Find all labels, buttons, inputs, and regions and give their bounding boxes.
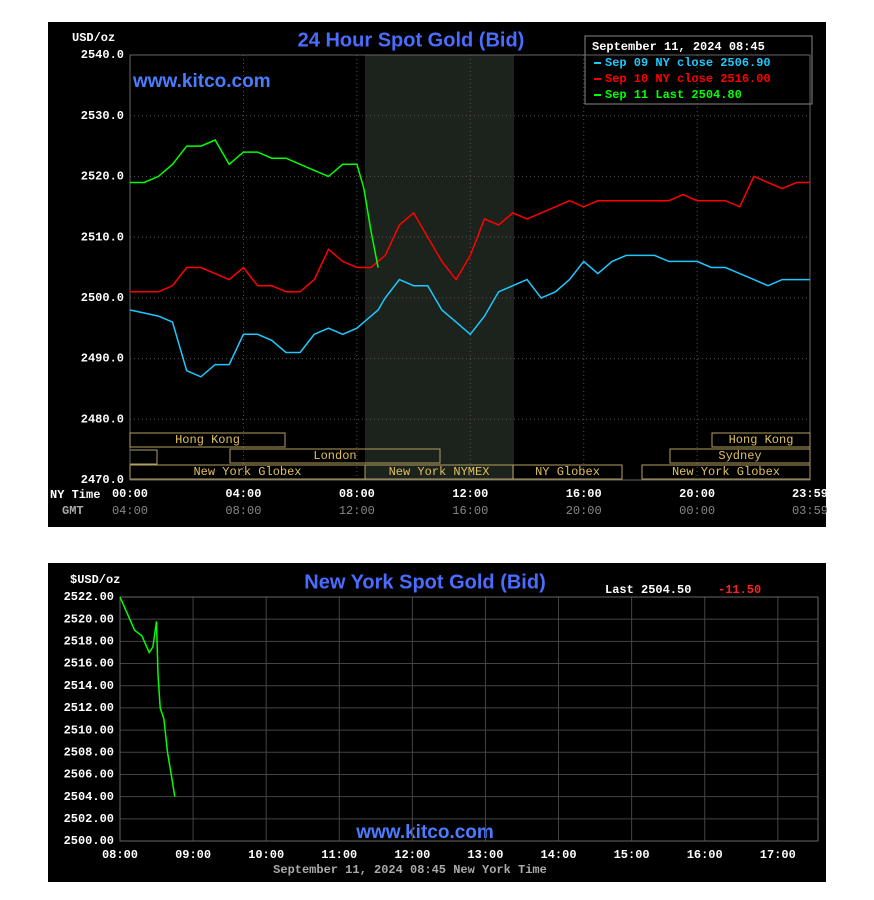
session-box bbox=[641, 464, 811, 480]
y-axis-label: $USD/oz bbox=[70, 573, 120, 587]
x-tick-label: 16:00 bbox=[566, 487, 602, 501]
y-tick-label: 2512.00 bbox=[64, 701, 114, 715]
y-tick-label: 2516.00 bbox=[64, 657, 114, 671]
plot-frame bbox=[129, 54, 811, 481]
x-tick-label: 23:59 bbox=[792, 487, 828, 501]
session-label: Sydney bbox=[718, 449, 761, 463]
change-label: -11.50 bbox=[718, 583, 761, 597]
y-tick-label: 2506.00 bbox=[64, 768, 114, 782]
x-tick-label: 04:00 bbox=[225, 487, 261, 501]
x-tick-label: 10:00 bbox=[248, 848, 284, 862]
gmt-tick-label: 12:00 bbox=[339, 504, 375, 518]
y-tick-label: 2530.0 bbox=[81, 109, 124, 123]
x-tick-label: 14:00 bbox=[541, 848, 577, 862]
y-tick-label: 2490.0 bbox=[81, 352, 124, 366]
x-tick-label: 12:00 bbox=[394, 848, 430, 862]
legend-box bbox=[584, 35, 813, 105]
x-tick-label: 11:00 bbox=[321, 848, 357, 862]
session-box bbox=[711, 432, 811, 448]
x-axis-label: September 11, 2024 08:45 New York Time bbox=[273, 863, 547, 877]
y-tick-label: 2540.0 bbox=[81, 48, 124, 62]
y-tick-label: 2500.00 bbox=[64, 834, 114, 848]
x-row-label: NY Time bbox=[50, 488, 100, 502]
x-tick-label: 12:00 bbox=[452, 487, 488, 501]
session-label: NY Globex bbox=[535, 465, 600, 479]
date-label: September 11, 2024 08:45 bbox=[592, 40, 765, 54]
y-tick-label: 2470.0 bbox=[81, 473, 124, 487]
y-tick-label: 2508.00 bbox=[64, 745, 114, 759]
watermark: www.kitco.com bbox=[355, 822, 494, 843]
gmt-tick-label: 03:59 bbox=[792, 504, 828, 518]
x-tick-label: 20:00 bbox=[679, 487, 715, 501]
chart-title: New York Spot Gold (Bid) bbox=[304, 571, 545, 593]
x-tick-label: 08:00 bbox=[339, 487, 375, 501]
y-tick-label: 2522.00 bbox=[64, 590, 114, 604]
x-tick-label: 00:00 bbox=[112, 487, 148, 501]
legend-label: Sep 10 NY close 2516.00 bbox=[605, 72, 771, 86]
session-label: London bbox=[313, 449, 356, 463]
y-tick-label: 2480.0 bbox=[81, 412, 124, 426]
plot-frame bbox=[119, 596, 819, 842]
last-label: Last 2504.50 bbox=[605, 583, 691, 597]
chart-background bbox=[48, 563, 826, 882]
x-row-label: GMT bbox=[62, 504, 84, 518]
y-tick-label: 2520.0 bbox=[81, 170, 124, 184]
y-tick-label: 2504.00 bbox=[64, 790, 114, 804]
x-tick-label: 15:00 bbox=[614, 848, 650, 862]
legend-label: Sep 09 NY close 2506.90 bbox=[605, 56, 771, 70]
y-tick-label: 2514.00 bbox=[64, 679, 114, 693]
y-tick-label: 2510.00 bbox=[64, 723, 114, 737]
y-tick-label: 2510.0 bbox=[81, 230, 124, 244]
session-box bbox=[669, 448, 811, 464]
session-shade bbox=[365, 55, 514, 480]
y-tick-label: 2520.00 bbox=[64, 612, 114, 626]
gmt-tick-label: 20:00 bbox=[566, 504, 602, 518]
y-axis-label: USD/oz bbox=[72, 31, 115, 45]
y-tick-label: 2518.00 bbox=[64, 635, 114, 649]
gmt-tick-label: 08:00 bbox=[225, 504, 261, 518]
chart-title: 24 Hour Spot Gold (Bid) bbox=[298, 29, 525, 51]
session-label: New York Globex bbox=[672, 465, 780, 479]
x-tick-label: 13:00 bbox=[467, 848, 503, 862]
series-line bbox=[129, 254, 810, 378]
x-tick-label: 16:00 bbox=[687, 848, 723, 862]
x-tick-label: 08:00 bbox=[102, 848, 138, 862]
session-label: Hong Kong bbox=[175, 433, 240, 447]
watermark: www.kitco.com bbox=[132, 71, 271, 92]
session-box bbox=[512, 464, 623, 480]
x-tick-label: 09:00 bbox=[175, 848, 211, 862]
x-tick-label: 17:00 bbox=[760, 848, 796, 862]
session-label: New York NYMEX bbox=[389, 465, 490, 479]
gmt-tick-label: 00:00 bbox=[679, 504, 715, 518]
session-box bbox=[129, 432, 286, 448]
gmt-tick-label: 04:00 bbox=[112, 504, 148, 518]
series-line bbox=[119, 596, 176, 797]
session-label: Hong Kong bbox=[729, 433, 794, 447]
y-tick-label: 2502.00 bbox=[64, 812, 114, 826]
session-label: New York Globex bbox=[193, 465, 301, 479]
gmt-tick-label: 16:00 bbox=[452, 504, 488, 518]
series-line bbox=[130, 175, 810, 293]
legend-label: Sep 11 Last 2504.80 bbox=[605, 88, 742, 102]
series-line bbox=[130, 139, 379, 268]
session-box bbox=[229, 448, 441, 464]
y-tick-label: 2500.0 bbox=[81, 291, 124, 305]
